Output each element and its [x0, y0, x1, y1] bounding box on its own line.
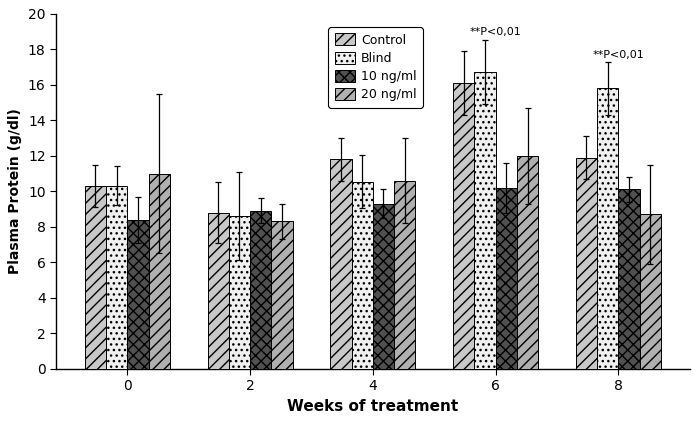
- Bar: [128, 220, 149, 369]
- Bar: [330, 160, 352, 369]
- Legend: Control, Blind, 10 ng/ml, 20 ng/ml: Control, Blind, 10 ng/ml, 20 ng/ml: [329, 27, 423, 108]
- Bar: [229, 216, 250, 369]
- Bar: [207, 213, 229, 369]
- Y-axis label: Plasma Protein (g/dl): Plasma Protein (g/dl): [8, 108, 22, 274]
- Bar: [597, 88, 618, 369]
- Bar: [149, 173, 170, 369]
- Bar: [373, 204, 394, 369]
- Bar: [394, 181, 415, 369]
- Bar: [475, 73, 496, 369]
- Bar: [106, 186, 128, 369]
- Bar: [250, 211, 272, 369]
- X-axis label: Weeks of treatment: Weeks of treatment: [288, 399, 459, 414]
- Bar: [517, 156, 538, 369]
- Text: **P<0,01: **P<0,01: [470, 27, 521, 37]
- Bar: [85, 186, 106, 369]
- Bar: [618, 189, 639, 369]
- Bar: [453, 83, 475, 369]
- Bar: [272, 222, 292, 369]
- Bar: [496, 188, 517, 369]
- Bar: [352, 181, 373, 369]
- Text: **P<0,01: **P<0,01: [593, 50, 644, 60]
- Bar: [576, 157, 597, 369]
- Bar: [639, 214, 661, 369]
